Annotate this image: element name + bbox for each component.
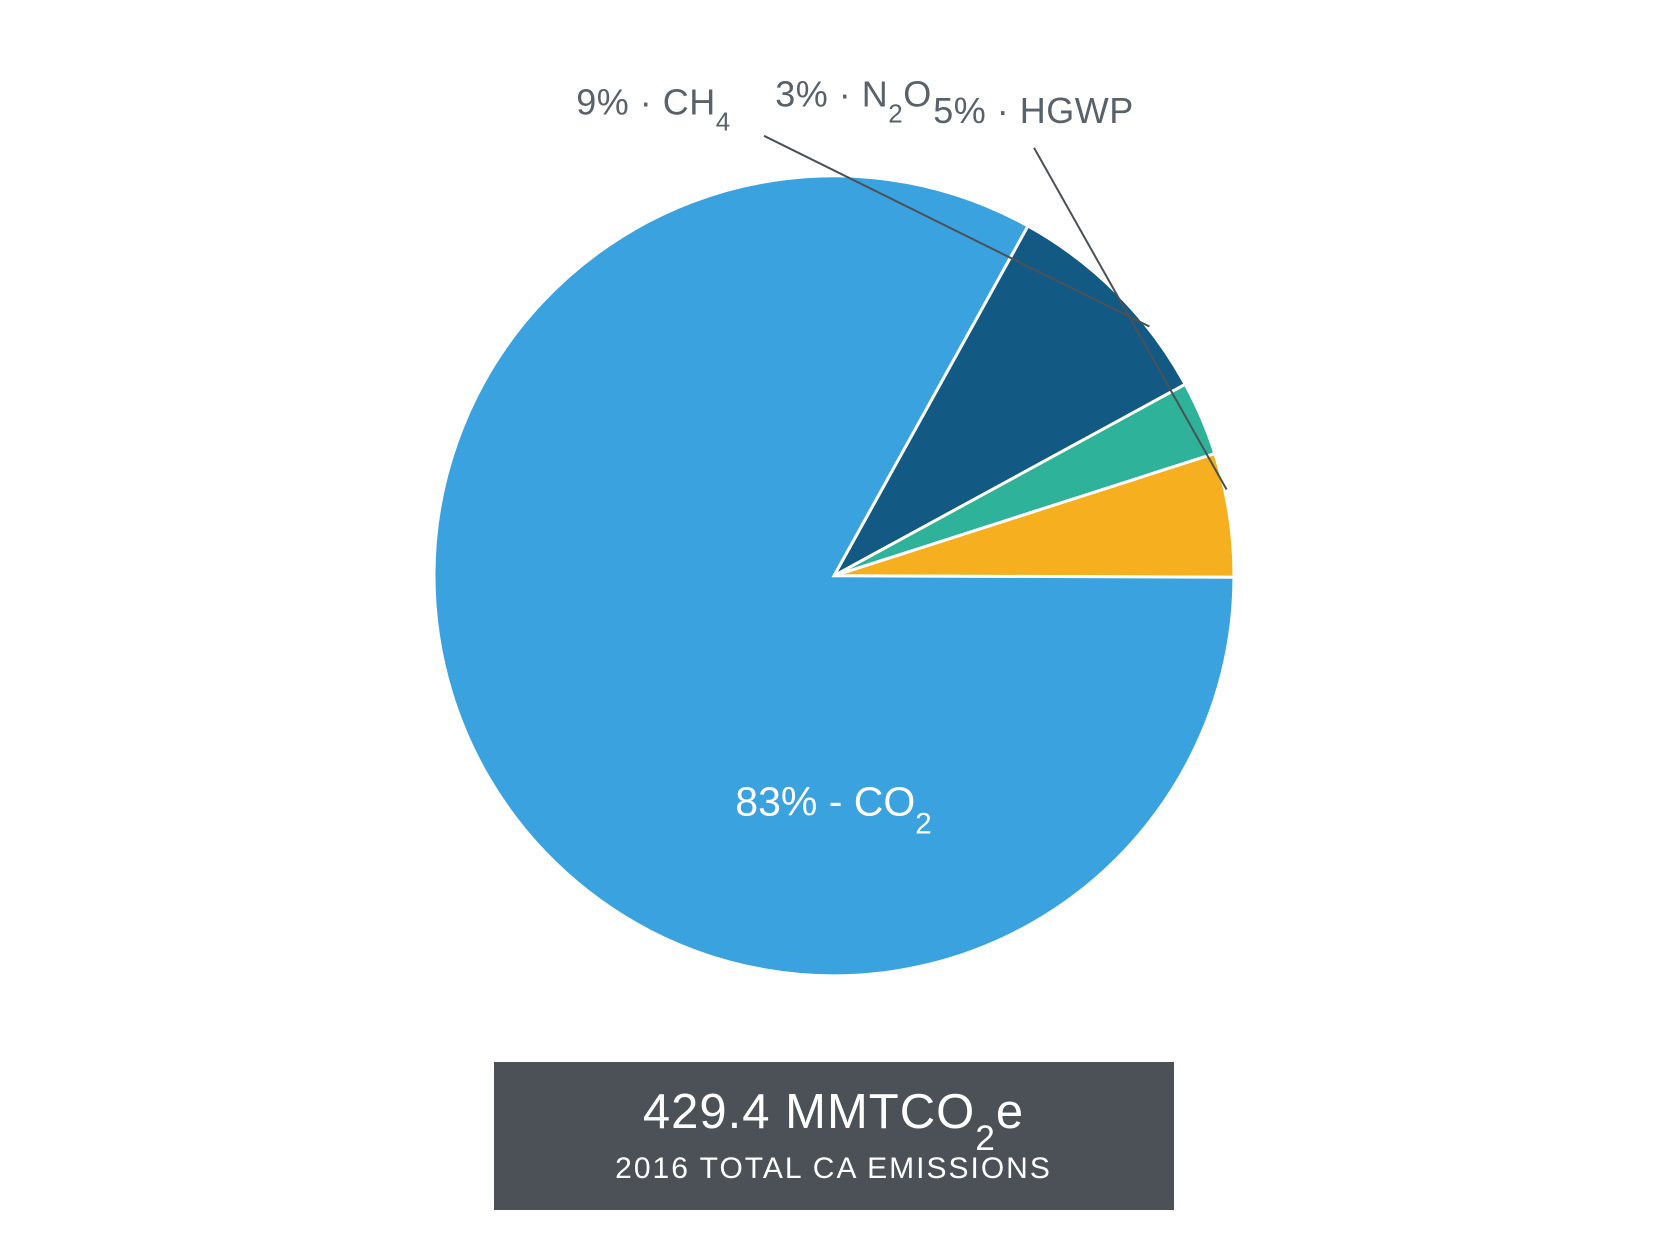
footer-total-value: 429.4 MMTCO2e: [554, 1084, 1114, 1148]
footer-subtitle: 2016 TOTAL CA EMISSIONS: [554, 1152, 1114, 1186]
slice-label-co2: 83% - CO2: [735, 779, 931, 833]
pie-chart-svg: [424, 166, 1244, 986]
footer-box: 429.4 MMTCO2e 2016 TOTAL CA EMISSIONS: [494, 1062, 1174, 1210]
pie-chart-container: 9% · CH43% · N2O5% · HGWP83% - CO2: [424, 166, 1244, 986]
slice-label-n2o: 3% · N2O: [775, 74, 931, 122]
slice-label-ch4: 9% · CH4: [576, 82, 730, 130]
slice-label-hgwp: 5% · HGWP: [933, 90, 1134, 132]
